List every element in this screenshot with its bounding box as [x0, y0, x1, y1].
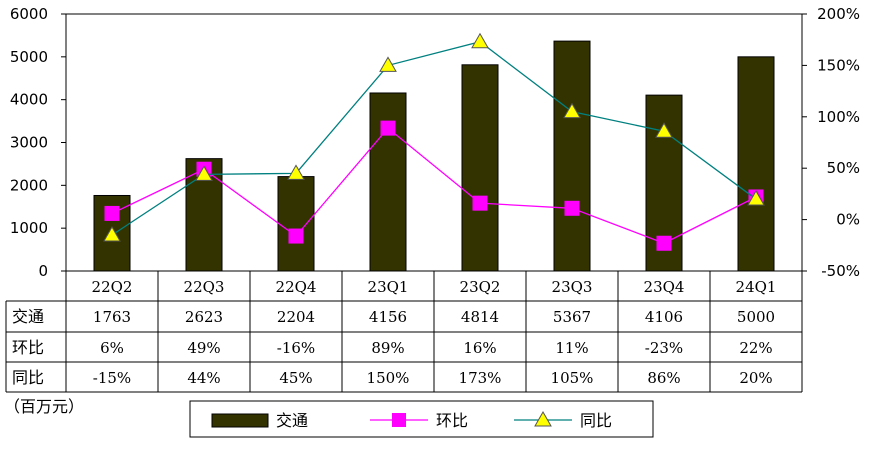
- bar: [369, 92, 407, 272]
- y-right-tick-label: 150%: [817, 56, 860, 74]
- data-label: 6%: [100, 339, 124, 357]
- bar: [553, 40, 591, 272]
- data-label: 4156: [369, 308, 407, 326]
- mom-marker: [380, 120, 396, 136]
- x-tick-label: 23Q3: [552, 278, 593, 296]
- yoy-marker: [195, 165, 213, 181]
- yoy-marker: [287, 164, 305, 180]
- data-label: 2204: [277, 308, 315, 326]
- yoy-marker: [471, 32, 489, 49]
- y-right-tick-label: -50%: [821, 262, 860, 280]
- x-tick-label: 22Q4: [276, 278, 317, 296]
- mom-marker: [564, 200, 580, 216]
- y-left-tick-label: 5000: [10, 48, 48, 66]
- y-right-tick-label: 50%: [827, 159, 860, 177]
- data-label: 16%: [463, 339, 496, 357]
- mom-marker: [104, 205, 120, 221]
- bar: [737, 56, 775, 272]
- y-right-tick-label: 0%: [836, 211, 860, 229]
- data-label: -16%: [277, 339, 315, 357]
- y-left-tick-label: 0: [38, 262, 48, 280]
- x-tick-label: 23Q1: [368, 278, 409, 296]
- data-label: 49%: [187, 339, 220, 357]
- mom-marker: [288, 228, 304, 244]
- table-row-header: 交通: [12, 307, 44, 326]
- legend-swatch-marker: [534, 410, 552, 427]
- y-left-tick-label: 1000: [10, 219, 48, 237]
- legend-label: 同比: [580, 411, 612, 430]
- data-label: 22%: [739, 339, 772, 357]
- data-label: 5000: [737, 308, 775, 326]
- data-label: 86%: [647, 369, 680, 387]
- bar: [461, 64, 499, 272]
- table-row-header: 同比: [12, 368, 44, 387]
- data-label: 173%: [459, 369, 502, 387]
- mom-marker: [656, 235, 672, 251]
- yoy-marker: [747, 190, 765, 206]
- legend-label: 交通: [276, 411, 308, 430]
- y-left-tick-label: 6000: [10, 5, 48, 23]
- x-tick-label: 24Q1: [736, 278, 777, 296]
- y-left-tick-label: 2000: [10, 176, 48, 194]
- x-tick-label: 23Q4: [644, 278, 685, 296]
- y-left-tick-label: 3000: [10, 134, 48, 152]
- y-left-tick-label: 4000: [10, 91, 48, 109]
- bar: [277, 176, 315, 272]
- data-label: 2623: [185, 308, 223, 326]
- data-label: 89%: [371, 339, 404, 357]
- data-label: 45%: [279, 369, 312, 387]
- plot-area: [65, 13, 803, 272]
- yoy-marker: [103, 226, 121, 242]
- data-label: 4814: [461, 308, 499, 326]
- x-tick-label: 22Q2: [92, 278, 133, 296]
- legend-swatch-marker: [392, 413, 406, 427]
- x-tick-label: 23Q2: [460, 278, 501, 296]
- x-tick-label: 22Q3: [184, 278, 225, 296]
- data-label: 20%: [739, 369, 772, 387]
- legend-label: 环比: [436, 411, 468, 430]
- data-label: 5367: [553, 308, 591, 326]
- mom-marker: [472, 195, 488, 211]
- legend-swatch-bar: [211, 413, 269, 428]
- y-right-tick-label: 100%: [817, 108, 860, 126]
- yoy-marker: [379, 56, 397, 72]
- table-row-header: 环比: [12, 338, 44, 357]
- data-label: 1763: [93, 308, 131, 326]
- yoy-marker: [563, 102, 581, 119]
- data-label: 150%: [367, 369, 410, 387]
- y-right-tick-label: 200%: [817, 5, 860, 23]
- yoy-line: [111, 41, 757, 236]
- data-label: -23%: [645, 339, 683, 357]
- mom-line: [111, 127, 757, 244]
- data-label: 44%: [187, 369, 220, 387]
- data-label: -15%: [93, 369, 131, 387]
- data-label: 11%: [555, 339, 588, 357]
- yoy-marker: [655, 122, 673, 138]
- unit-label: （百万元）: [4, 397, 84, 416]
- data-label: 105%: [551, 369, 594, 387]
- data-label: 4106: [645, 308, 683, 326]
